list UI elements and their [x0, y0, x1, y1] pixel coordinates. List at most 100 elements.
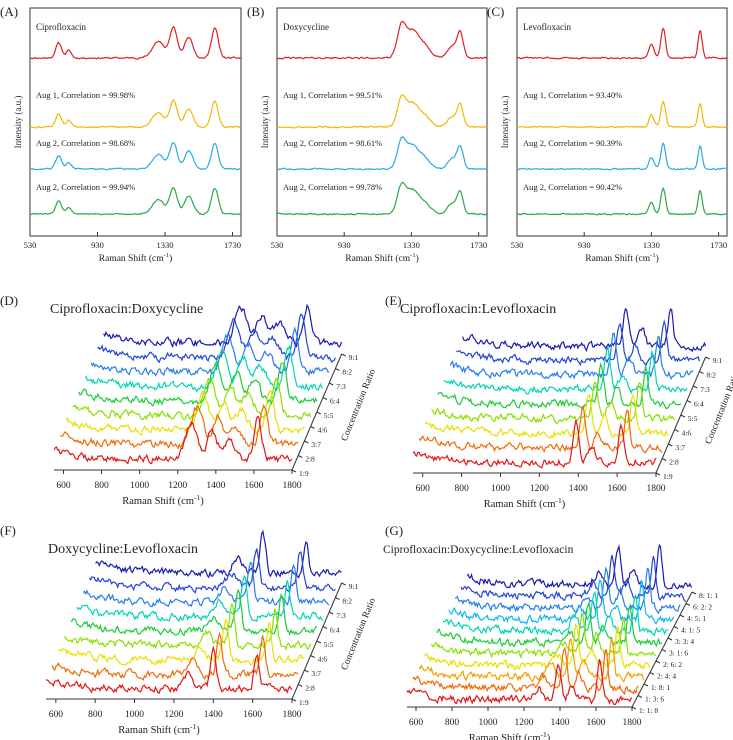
series-ratio-label: 1:9: [299, 469, 309, 478]
x-axis-title-end: ): [562, 499, 566, 510]
depth-tick: [643, 683, 649, 687]
series-line: [431, 381, 675, 425]
series-line: [406, 658, 633, 706]
series-line: [97, 313, 336, 364]
series-line: [466, 543, 693, 591]
x-tick-label: 1730: [470, 240, 487, 250]
series-ratio-label: 4: 1: 5: [681, 626, 700, 635]
x-axis-title-text: Raman Shift (cm: [484, 499, 556, 510]
panel-title: Doxycycline:Levofloxacin: [48, 542, 198, 557]
depth-tick: [655, 660, 661, 664]
series-ratio-label: 1: 3: 6: [645, 695, 664, 704]
series-line: [462, 307, 707, 353]
compound-name: Levofloxacin: [523, 22, 571, 32]
spectrum-line: [29, 187, 242, 216]
x-tick-label: 1400: [204, 710, 223, 720]
series-ratio-label: 3:7: [675, 443, 685, 452]
compound-name: Doxycycline: [283, 22, 329, 32]
panel-letter: (G): [385, 523, 403, 538]
x-axis-title-superscript: -1: [410, 252, 415, 259]
x-axis-title: Raman Shift (cm-1): [484, 496, 566, 510]
series-ratio-label: 7:3: [336, 382, 346, 391]
spectrum-correlation-label: Aug 2, Correlation = 99.78%: [283, 182, 382, 192]
series-line: [424, 622, 651, 671]
series-ratio-label: 1:9: [663, 472, 673, 481]
series-ratio-label: 2:8: [669, 458, 679, 467]
depth-tick: [291, 469, 297, 473]
spectrum-line: [276, 94, 488, 129]
spectrum-line: [29, 98, 242, 129]
series-ratio-label: 9:1: [349, 353, 359, 362]
series-line: [437, 362, 682, 410]
x-axis-title-text: Raman Shift (cm: [585, 253, 651, 264]
panel-g: (G) Ciprofloxacin:Doxycycline:Levofloxaci…: [383, 523, 718, 740]
x-axis-title-superscript: -1: [556, 496, 562, 505]
panel-title: Ciprofloxacin:Doxycycline: [50, 302, 203, 317]
series-ratio-label: 3: 1: 6: [669, 649, 688, 658]
x-tick-label: 1600: [608, 484, 627, 494]
series-ratio-label: 1: 1: 8: [639, 706, 658, 715]
x-axis-title-text: Raman Shift (cm: [469, 733, 541, 740]
spectrum-correlation-label: Aug 2, Correlation = 90.42%: [523, 182, 622, 192]
y-axis-title: Intensity (a.u.): [500, 96, 510, 149]
x-tick-label: 1200: [530, 484, 549, 494]
x-tick-label: 1330: [157, 240, 174, 250]
x-tick-label: 1600: [244, 481, 263, 491]
spectrum-line: [277, 136, 488, 171]
series-line: [460, 554, 687, 602]
series-line: [418, 637, 645, 683]
x-tick-label: 1200: [515, 718, 534, 728]
panel-a: (A) 530 930 1330 1730 Raman Shift (cm-1) Inten…: [0, 4, 242, 264]
series-line: [70, 588, 318, 637]
x-tick-label: 1800: [283, 481, 302, 491]
spectrum-line: [276, 181, 488, 216]
series-ratio-label: 3:7: [311, 440, 321, 449]
series-line: [53, 415, 293, 465]
spectrum-line: [516, 186, 727, 216]
x-axis-title-end: ): [196, 725, 200, 736]
x-tick-label: 1330: [403, 240, 420, 250]
depth-tick: [674, 429, 679, 432]
series-ratio-label: 2: 4: 4: [657, 672, 676, 681]
series-ratio-label: 6: 2: 2: [693, 603, 712, 612]
spectrum-correlation-label: Aug 2, Correlation = 98.61%: [283, 138, 382, 148]
panel-letter: (E): [385, 293, 402, 308]
x-tick-label: 800: [88, 710, 103, 720]
depth-tick: [297, 455, 303, 458]
series-ratio-label: 7:3: [700, 385, 710, 394]
series-ratio-label: 1:9: [299, 698, 309, 707]
series-ratio-label: 5:5: [324, 411, 334, 420]
x-axis-title-end: ): [656, 253, 659, 264]
depth-tick: [322, 397, 328, 400]
x-axis-title: Raman Shift (cm-1): [122, 493, 204, 507]
x-tick-label: 930: [91, 240, 104, 250]
depth-tick: [322, 626, 328, 629]
depth-axis-title: Concentration Ratio: [340, 597, 378, 672]
plot-frame: [516, 7, 728, 237]
panel-b: (B) 530 930 1330 1730 Raman Shift (cm-1) Inten…: [247, 4, 488, 264]
series-line: [58, 617, 305, 666]
series-line: [76, 575, 324, 623]
series-line: [418, 404, 663, 454]
depth-tick: [655, 472, 661, 476]
x-tick-label: 600: [56, 481, 71, 491]
series-line: [412, 419, 657, 469]
depth-tick: [341, 582, 346, 586]
spectrum-line: [516, 100, 728, 129]
spectrum-correlation-label: Aug 1, Correlation = 99.51%: [283, 90, 382, 100]
spectrum-correlation-label: Aug 1, Correlation = 99.98%: [36, 90, 135, 100]
x-axis-title: Raman Shift (cm-1): [118, 722, 200, 736]
series-ratio-label: 4: 5: 1: [687, 614, 706, 623]
depth-tick: [304, 440, 309, 444]
series-line: [454, 566, 681, 615]
series-line: [103, 303, 343, 349]
plot-frame: [276, 7, 488, 237]
x-tick-label: 930: [578, 240, 591, 250]
plot-frame: [29, 7, 242, 237]
x-tick-label: 1800: [623, 718, 642, 728]
panel-e: (E)Ciprofloxacin:Levofloxacin 600 800 1000 1…: [385, 293, 733, 510]
depth-tick: [316, 640, 322, 644]
x-tick-label: 1000: [130, 481, 149, 491]
x-axis-title-end: ): [416, 253, 419, 264]
